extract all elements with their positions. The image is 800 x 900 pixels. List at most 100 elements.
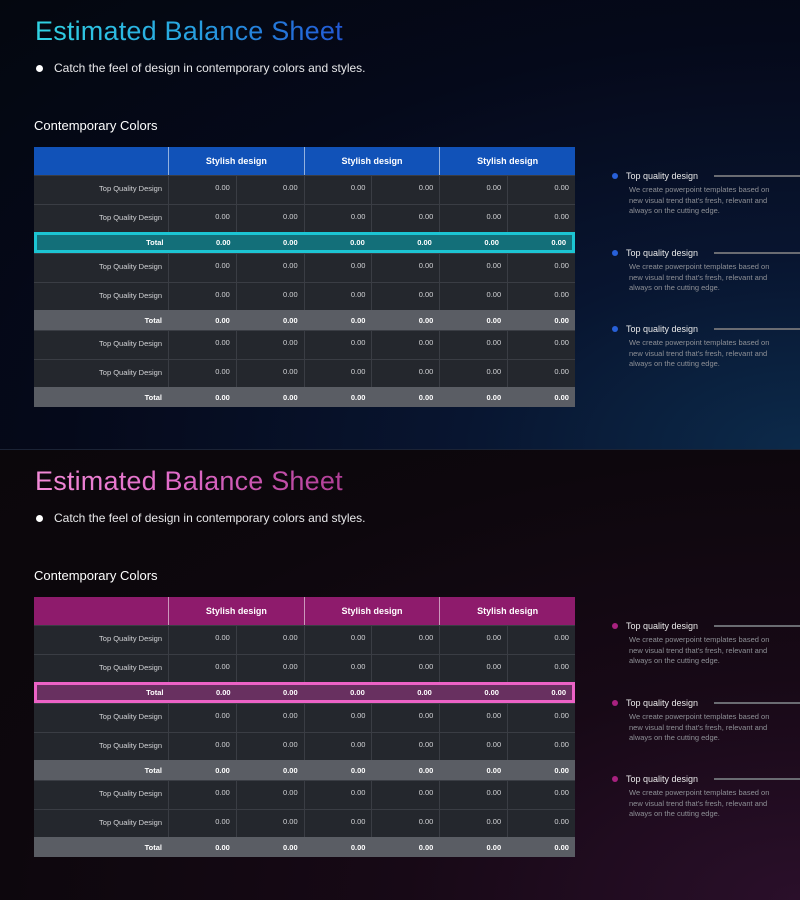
column-group-header: Stylish design <box>168 147 304 175</box>
header-blank-cell <box>34 597 168 625</box>
total-row: Total 0.00 0.00 0.00 0.00 0.00 0.00 <box>34 760 575 780</box>
table-cell: 0.00 <box>439 331 507 359</box>
table-cell: 0.00 <box>439 732 507 760</box>
table-cell: 0.00 <box>371 809 439 837</box>
table-row: Top Quality Design 0.00 0.00 0.00 0.00 0.00 0.… <box>34 175 575 204</box>
column-group-header: Stylish design <box>303 597 440 625</box>
table-cell: 0.00 <box>439 809 507 837</box>
table-cell: 0.00 <box>507 704 575 732</box>
divider-line <box>714 175 800 177</box>
table-cell: 0.00 <box>371 331 439 359</box>
header-blank-cell <box>34 147 168 175</box>
table-cell: 0.00 <box>439 838 507 857</box>
table-cell: 0.00 <box>371 781 439 809</box>
table-cell: 0.00 <box>439 704 507 732</box>
side-note: Top quality design We create powerpoint t… <box>612 323 800 370</box>
table-cell: 0.00 <box>439 176 507 204</box>
table-cell: 0.00 <box>168 732 236 760</box>
side-note-head: Top quality design <box>612 773 800 785</box>
table-cell: 0.00 <box>507 654 575 682</box>
table-cell: 0.00 <box>168 704 236 732</box>
subtitle-text: Catch the feel of design in contemporary… <box>54 511 366 525</box>
table-cell: 0.00 <box>371 359 439 387</box>
table-cell: 0.00 <box>235 626 304 654</box>
table-cell: 0.00 <box>507 626 575 654</box>
table-cell: 0.00 <box>303 704 372 732</box>
bullet-dot-icon <box>612 250 618 256</box>
table-row: Top Quality Design 0.00 0.00 0.00 0.00 0.00 0.… <box>34 703 575 732</box>
side-note: Top quality design We create powerpoint t… <box>612 697 800 744</box>
section-heading: Contemporary Colors <box>34 568 158 583</box>
table-cell: 0.00 <box>484 688 499 697</box>
table-cell: 0.00 <box>507 282 575 310</box>
table-cell: 0.00 <box>235 838 304 857</box>
table-cell: 0.00 <box>168 781 236 809</box>
table-cell: 0.00 <box>303 809 372 837</box>
table-cell: 0.00 <box>507 388 575 407</box>
side-note-head: Top quality design <box>612 247 800 259</box>
table-cell: 0.00 <box>507 254 575 282</box>
table-cell: 0.00 <box>350 238 365 247</box>
table-cell: 0.00 <box>235 254 304 282</box>
table-cell: 0.00 <box>303 388 372 407</box>
table-cell: 0.00 <box>303 204 372 232</box>
row-label: Total <box>144 393 162 402</box>
section-heading: Contemporary Colors <box>34 118 158 133</box>
table-cell: 0.00 <box>371 204 439 232</box>
row-label: Top Quality Design <box>99 290 162 300</box>
table-cell: 0.00 <box>439 254 507 282</box>
table-cell: 0.00 <box>168 838 236 857</box>
highlighted-total-row: Total 0.00 0.00 0.00 0.00 0.00 0.00 <box>34 232 575 253</box>
subtitle-text: Catch the feel of design in contemporary… <box>54 61 366 75</box>
table-cell: 0.00 <box>439 388 507 407</box>
side-note-description: We create powerpoint templates based on … <box>629 712 770 742</box>
slide-title: Estimated Balance Sheet <box>35 466 343 496</box>
table-cell: 0.00 <box>168 311 236 330</box>
side-note-title: Top quality design <box>626 621 699 631</box>
total-row: Total 0.00 0.00 0.00 0.00 0.00 0.00 <box>34 310 575 330</box>
table-cell: 0.00 <box>168 809 236 837</box>
bullet-dot-icon <box>612 776 618 782</box>
row-label: Total <box>146 688 164 697</box>
table-cell: 0.00 <box>303 732 372 760</box>
table-cell: 0.00 <box>215 238 231 247</box>
column-group-header: Stylish design <box>168 597 304 625</box>
side-note-title: Top quality design <box>626 171 699 181</box>
divider-line <box>714 625 800 627</box>
table-cell: 0.00 <box>168 626 236 654</box>
table-cell: 0.00 <box>439 781 507 809</box>
table-cell: 0.00 <box>371 388 439 407</box>
table-cell: 0.00 <box>417 238 432 247</box>
row-label: Top Quality Design <box>99 634 162 643</box>
balance-table: Stylish design Stylish design Stylish desi… <box>34 147 575 407</box>
row-label: Total <box>144 843 162 852</box>
table-cell: 0.00 <box>439 761 507 780</box>
table-cell: 0.00 <box>168 388 236 407</box>
table-cell: 0.00 <box>235 781 304 809</box>
table-cell: 0.00 <box>507 331 575 359</box>
table-cell: 0.00 <box>371 838 439 857</box>
table-cell: 0.00 <box>303 254 372 282</box>
table-row: Top Quality Design 0.00 0.00 0.00 0.00 0.00 0.… <box>34 731 575 760</box>
row-label: Top Quality Design <box>99 212 162 222</box>
side-note-description: We create powerpoint templates based on … <box>629 338 770 368</box>
table-cell: 0.00 <box>303 781 372 809</box>
divider-line <box>714 328 800 330</box>
side-note: Top quality design We create powerpoint t… <box>612 247 800 294</box>
table-cell: 0.00 <box>507 761 575 780</box>
subtitle: Catch the feel of design in contemporary… <box>36 511 366 525</box>
row-label: Total <box>144 766 162 775</box>
table-cell: 0.00 <box>168 282 236 310</box>
table-cell: 0.00 <box>168 761 236 780</box>
table-cell: 0.00 <box>371 282 439 310</box>
side-note-description: We create powerpoint templates based on … <box>629 185 770 215</box>
table-cell: 0.00 <box>168 654 236 682</box>
table-cell: 0.00 <box>439 626 507 654</box>
table-cell: 0.00 <box>507 809 575 837</box>
table-cell: 0.00 <box>235 176 304 204</box>
table-cell: 0.00 <box>371 311 439 330</box>
side-note-description: We create powerpoint templates based on … <box>629 262 770 292</box>
table-cell: 0.00 <box>551 688 567 697</box>
row-label: Top Quality Design <box>99 740 162 750</box>
table-cell: 0.00 <box>551 238 567 247</box>
